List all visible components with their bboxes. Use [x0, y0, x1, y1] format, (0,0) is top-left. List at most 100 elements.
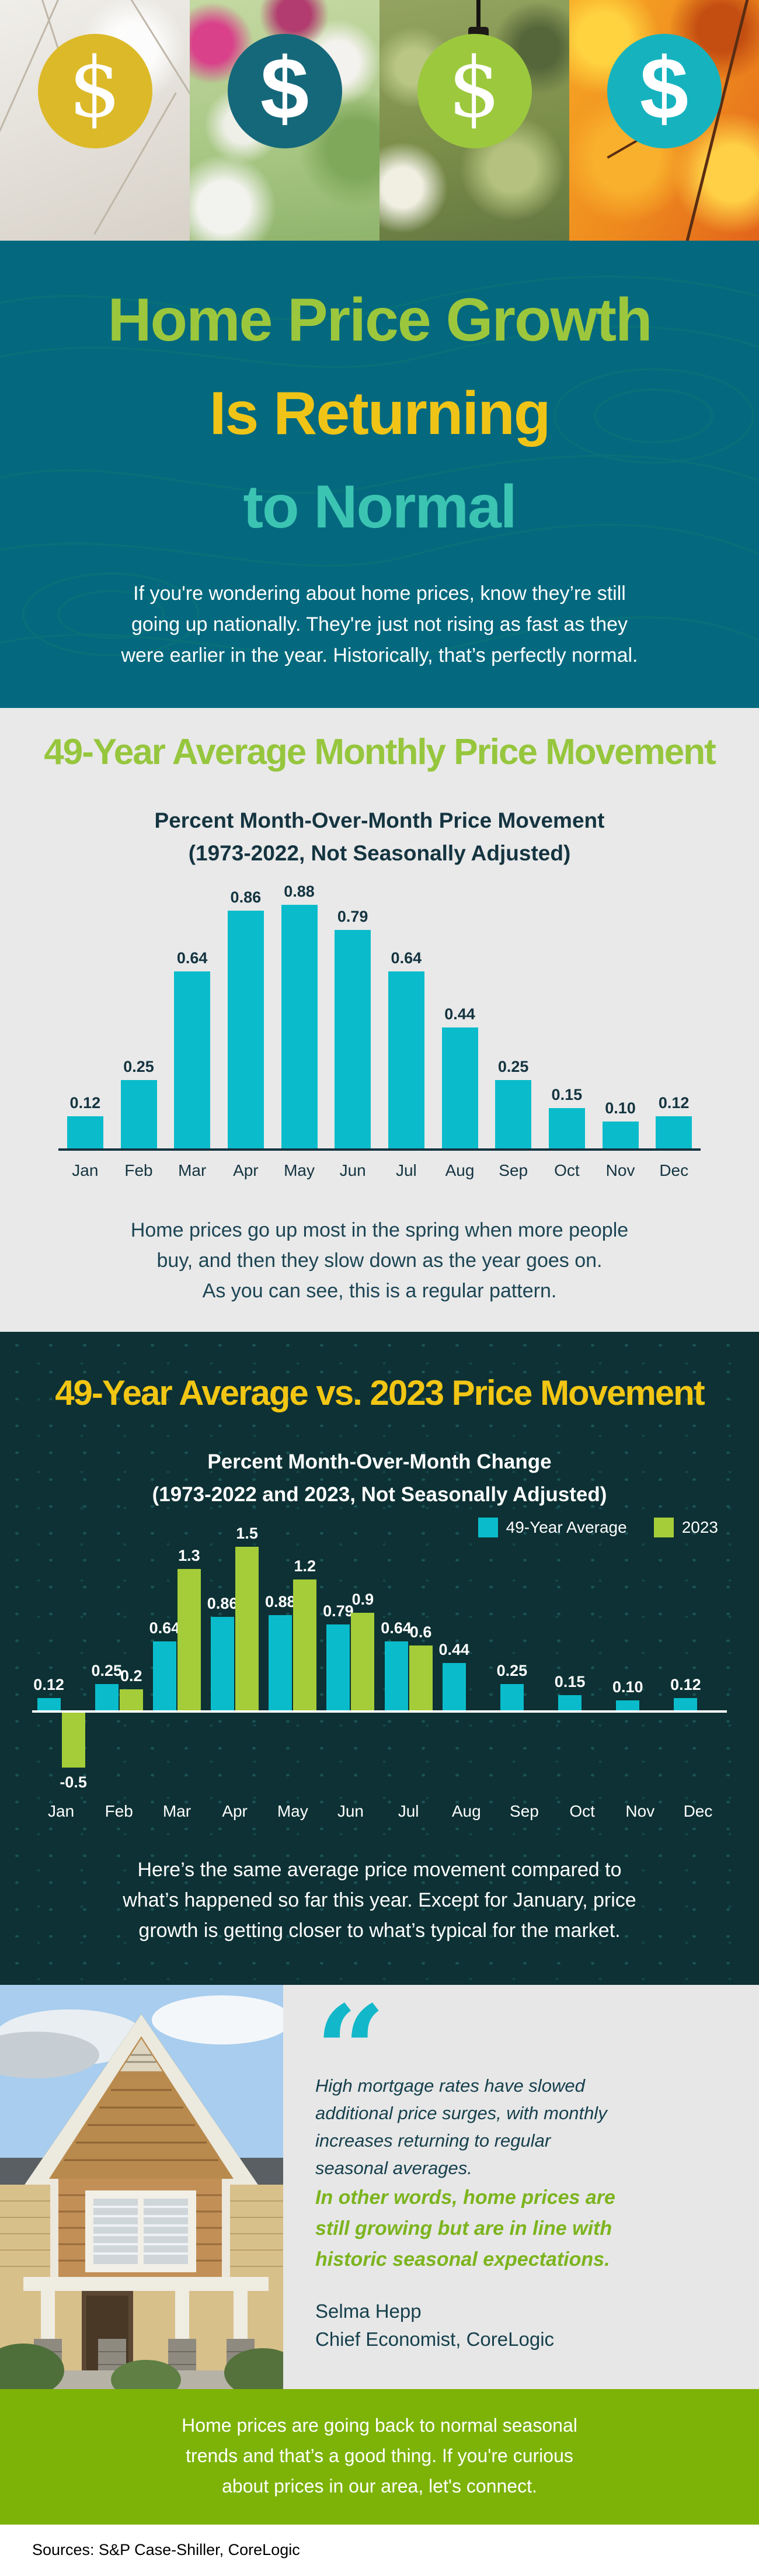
section-one-subtitle: Percent Month-Over-Month Price Movement … — [0, 804, 759, 870]
month-label-may: May — [284, 1161, 315, 1179]
month-label-dec: Dec — [659, 1161, 689, 1179]
page-title: Home Price Growth Is Returning to Normal — [0, 273, 759, 554]
section-two-caption: Here’s the same average price movement c… — [0, 1855, 759, 1946]
subtitle-line: (1973-2022, Not Seasonally Adjusted) — [188, 841, 571, 865]
quote-section: “ High mortgage rates have slowed additi… — [0, 1985, 759, 2389]
cta-line: trends and that’s a good thing. If you'r… — [186, 2445, 573, 2466]
house-photo — [0, 1985, 283, 2389]
dollar-icon: $ — [448, 40, 501, 136]
bar-series-dec — [656, 1116, 692, 1150]
month-label-aug: Aug — [445, 1161, 475, 1179]
quote-emphasis-line: still growing but are in line with — [315, 2217, 612, 2240]
caption-line: Home prices go up most in the spring whe… — [130, 1219, 629, 1241]
quote-line: High mortgage rates have slowed — [315, 2075, 585, 2096]
quote-emphasis-line: historic seasonal expectations. — [315, 2248, 610, 2271]
average-price-bar-chart: 0.12 0.25 0.64 0.86 0.88 0.79 0.64 0.44 0.25 0.15… — [58, 860, 701, 1152]
month-label-oct: Oct — [554, 1161, 580, 1179]
bar-series-sep — [495, 1080, 532, 1150]
bar-value-label: 0.64 — [149, 1619, 180, 1637]
bar-series-mar — [174, 971, 211, 1150]
spring-dollar-badge: $ — [227, 34, 342, 148]
quote-text: High mortgage rates have slowed addition… — [315, 2072, 724, 2182]
bar-49-year-average-mar — [152, 1641, 176, 1711]
bar-value-label: 0.25 — [123, 1058, 154, 1075]
section-two-subtitle: Percent Month-Over-Month Change (1973-20… — [0, 1446, 759, 1511]
quote-emphasis-text: In other words, home prices are still gr… — [315, 2182, 736, 2275]
quotation-mark-icon: “ — [315, 1978, 386, 2123]
bar-series-oct — [548, 1108, 585, 1150]
month-label-nov: Nov — [625, 1802, 655, 1820]
bar-value-label: 0.88 — [284, 883, 315, 900]
quote-line: increases returning to regular — [315, 2130, 551, 2151]
spring-photo: $ — [190, 0, 379, 241]
cta-line: Home prices are going back to normal sea… — [182, 2415, 577, 2436]
bar-series-feb — [120, 1080, 157, 1150]
x-axis-line — [58, 1148, 701, 1151]
bar-value-label: 0.10 — [605, 1099, 636, 1117]
bar-value-label: 0.64 — [176, 949, 208, 967]
bar-2023-may — [293, 1579, 317, 1711]
bar-value-label: 0.79 — [323, 1602, 354, 1620]
bar-2023-mar — [177, 1569, 201, 1711]
cta-section: Home prices are going back to normal sea… — [0, 2389, 759, 2525]
bar-value-label: 0.12 — [33, 1676, 64, 1693]
legend-item-average: 49-Year Average — [478, 1518, 627, 1537]
bar-49-year-average-sep — [500, 1684, 524, 1711]
month-label-jul: Jul — [395, 1161, 417, 1179]
month-label-sep: Sep — [510, 1802, 539, 1820]
month-label-dec: Dec — [683, 1802, 713, 1820]
bar-49-year-average-aug — [442, 1663, 466, 1711]
bar-49-year-average-apr — [211, 1617, 235, 1711]
quote-emphasis-line: In other words, home prices are — [315, 2186, 615, 2209]
month-axis-labels: Jan Feb Mar Apr May Jun Jul Aug Sep Oct Nov Dec — [32, 1802, 727, 1821]
bar-value-label: 1.5 — [236, 1525, 258, 1542]
bar-49-year-average-nov — [616, 1700, 640, 1711]
bar-2023-jul — [409, 1645, 433, 1711]
bar-value-label: 0.79 — [337, 908, 368, 925]
bar-value-label: 0.10 — [612, 1678, 643, 1696]
year-2023-series-swatch — [653, 1518, 674, 1537]
cta-line: about prices in our area, let's connect. — [222, 2476, 537, 2497]
bar-value-label: 0.88 — [264, 1593, 296, 1610]
bar-2023-jan — [61, 1713, 85, 1768]
summer-dollar-badge: $ — [417, 34, 532, 148]
caption-line: what’s happened so far this year. Except… — [123, 1889, 636, 1911]
intro-line: If you're wondering about home prices, k… — [133, 582, 626, 605]
month-label-jun: Jun — [339, 1161, 366, 1179]
subtitle-line: (1973-2022 and 2023, Not Seasonally Adju… — [152, 1483, 607, 1506]
bar-series-may — [281, 905, 318, 1150]
bar-value-label: 0.15 — [554, 1673, 586, 1690]
quote-line: seasonal averages. — [315, 2158, 472, 2178]
title-line-1: Home Price Growth — [107, 286, 652, 354]
quote-attribution-name: Selma Hepp — [315, 2300, 422, 2322]
month-label-mar: Mar — [162, 1802, 192, 1820]
source-footer: Sources: S&P Case-Shiller, CoreLogic — [0, 2525, 759, 2576]
bar-series-nov — [602, 1122, 639, 1150]
dollar-icon: $ — [260, 39, 309, 137]
month-label-sep: Sep — [499, 1161, 528, 1179]
bar-2023-feb — [119, 1689, 143, 1711]
title-line-2: Is Returning — [209, 380, 551, 447]
intro-line: going up nationally. They're just not ri… — [131, 613, 628, 636]
intro-paragraph: If you're wondering about home prices, k… — [0, 578, 759, 671]
autumn-photo: $ — [569, 0, 759, 241]
bar-value-label: 0.9 — [351, 1591, 374, 1608]
chart-section-average: 49-Year Average Monthly Price Movement P… — [0, 708, 759, 1332]
section-one-caption: Home prices go up most in the spring whe… — [0, 1215, 759, 1306]
month-label-mar: Mar — [178, 1161, 207, 1179]
month-label-feb: Feb — [105, 1802, 133, 1820]
month-label-nov: Nov — [605, 1161, 635, 1179]
bar-value-label: 0.6 — [409, 1623, 432, 1641]
bar-value-label: 0.44 — [444, 1005, 475, 1023]
bar-49-year-average-oct — [558, 1695, 582, 1711]
section-one-heading: 49-Year Average Monthly Price Movement — [44, 732, 716, 772]
bar-series-jun — [335, 930, 371, 1150]
bar-series-jul — [388, 971, 424, 1150]
caption-line: buy, and then they slow down as the year… — [156, 1249, 603, 1272]
month-label-apr: Apr — [233, 1161, 259, 1179]
bar-2023-apr — [235, 1547, 259, 1711]
cta-text: Home prices are going back to normal sea… — [0, 2410, 759, 2501]
quote-attribution-role: Chief Economist, CoreLogic — [315, 2328, 555, 2350]
month-label-oct: Oct — [569, 1802, 595, 1820]
